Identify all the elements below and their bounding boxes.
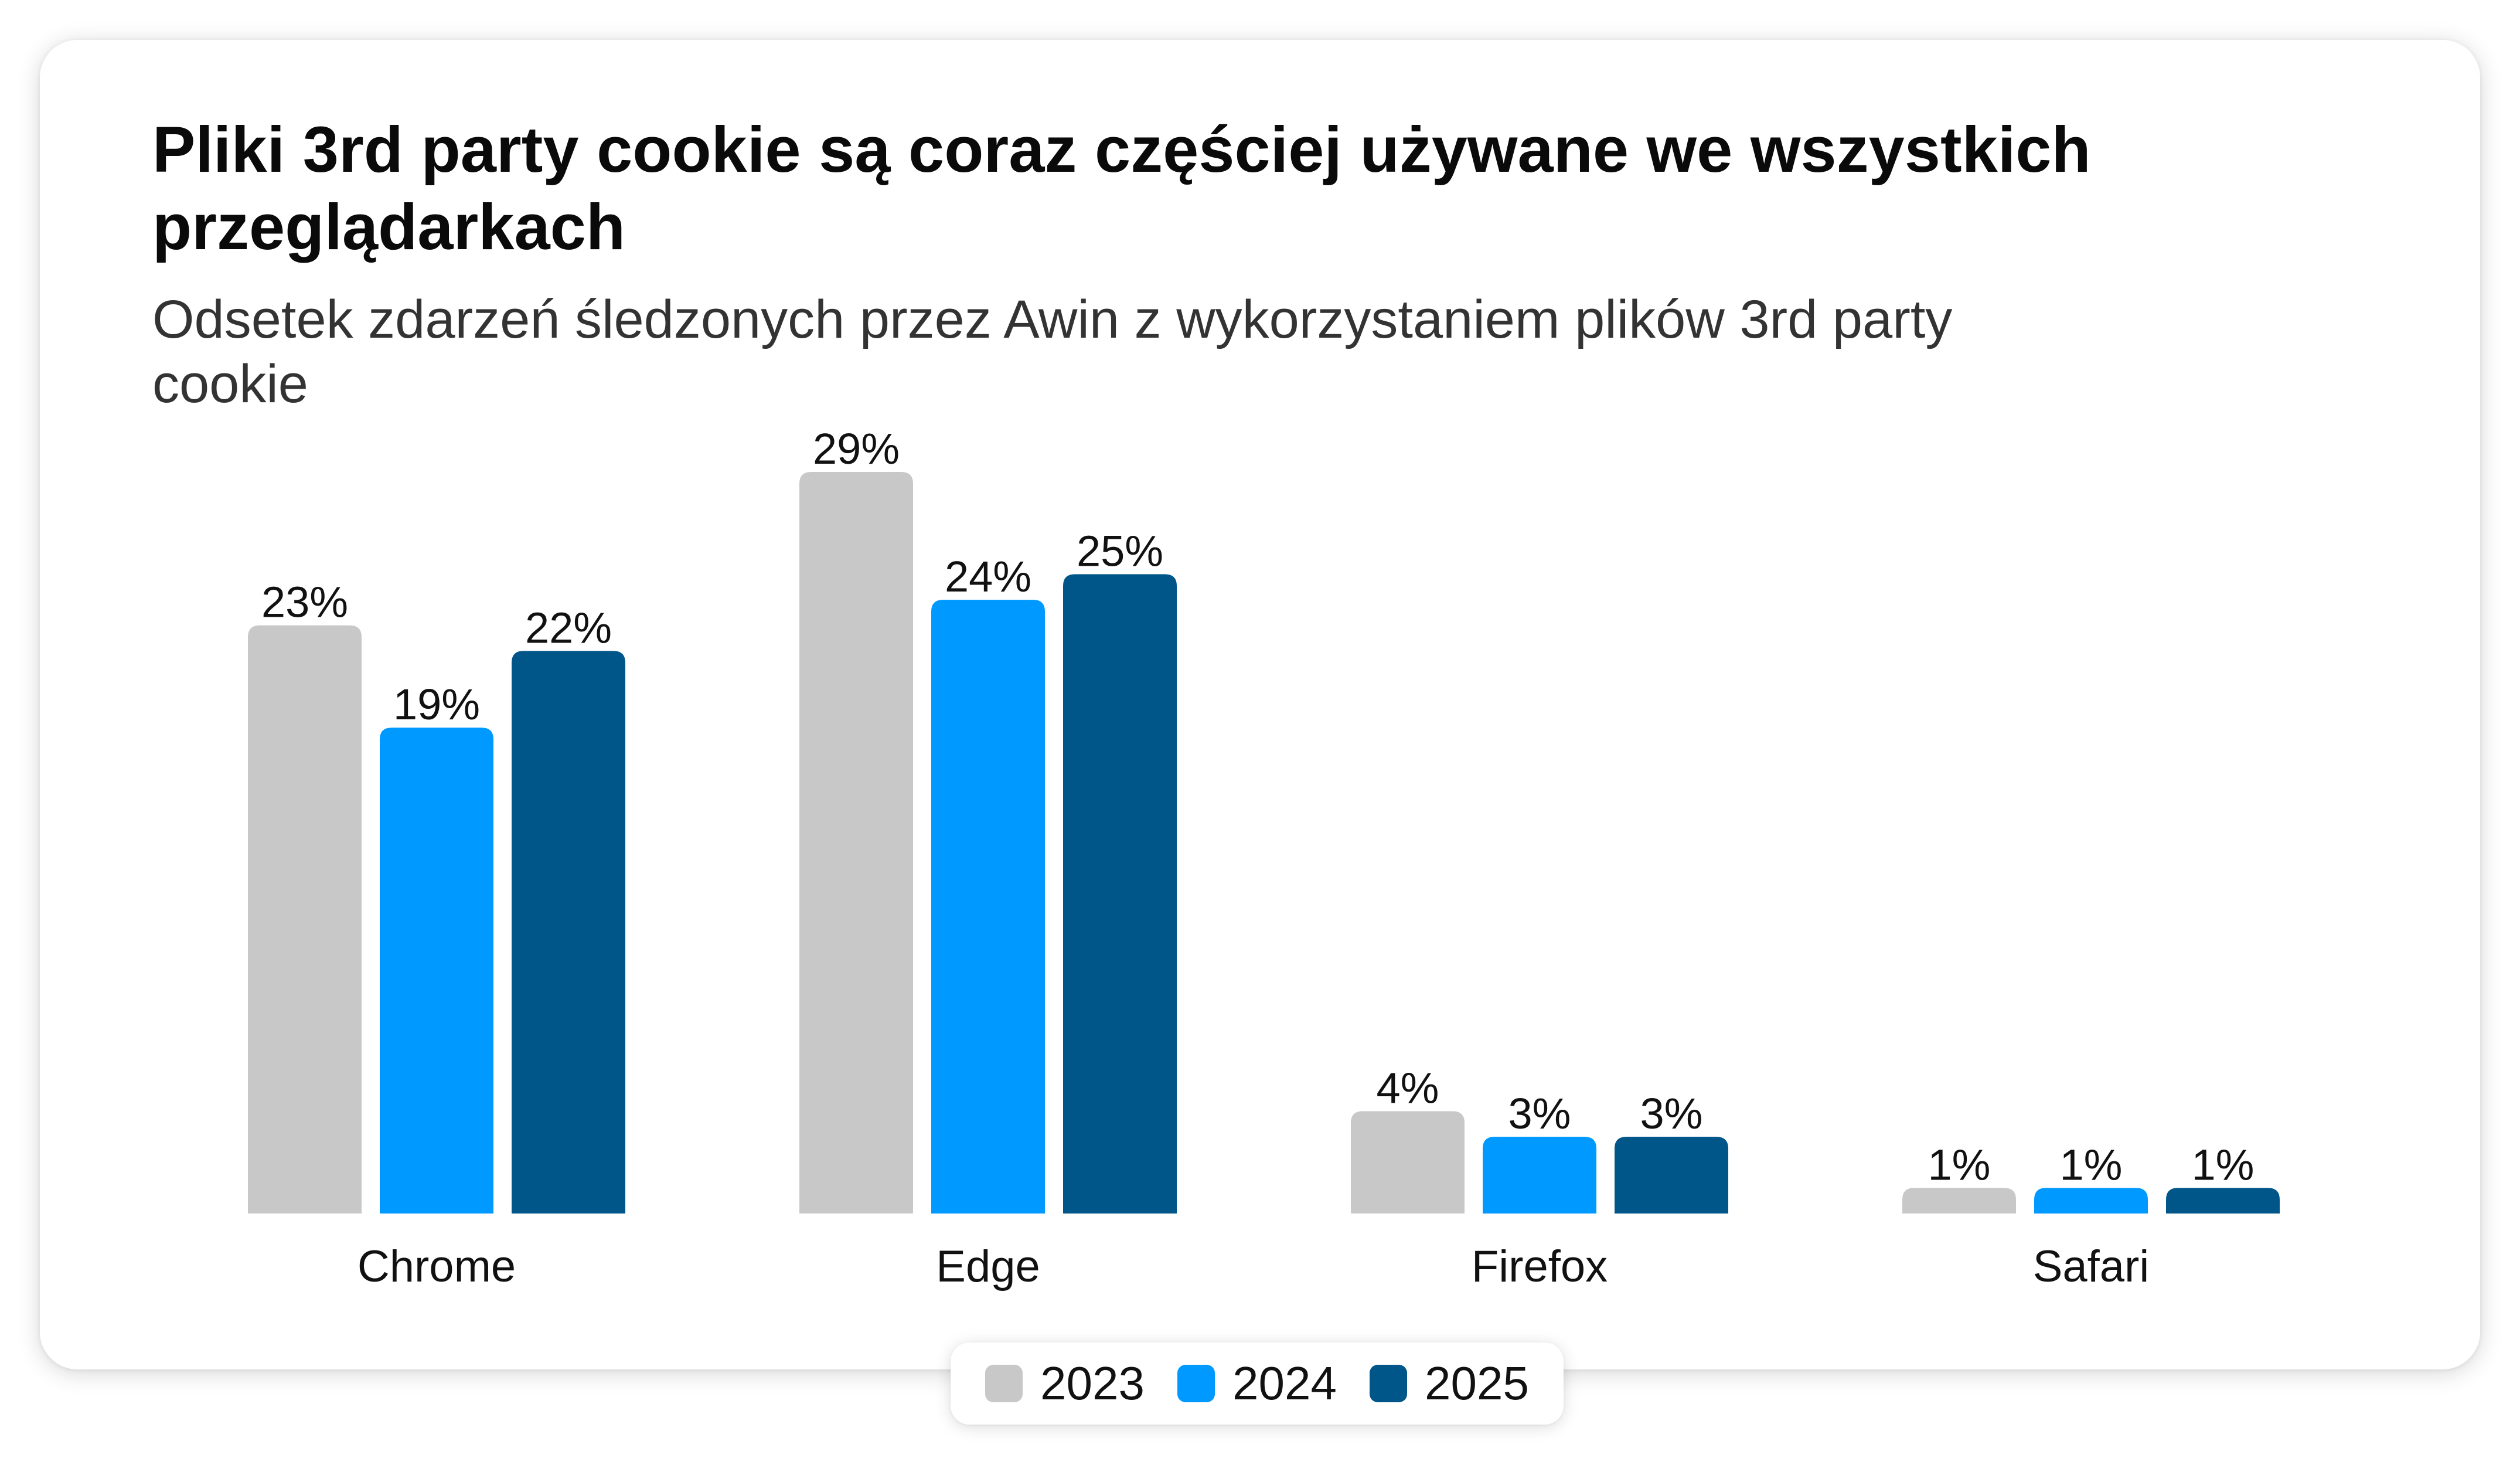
legend-swatch-2023 <box>985 1365 1023 1402</box>
bar-chrome-2025 <box>512 651 625 1214</box>
value-label-firefox-2023: 4% <box>1377 1064 1439 1113</box>
legend-swatch-2025 <box>1369 1365 1407 1402</box>
value-label-edge-2025: 25% <box>1077 526 1163 575</box>
chart-subtitle: Odsetek zdarzeń śledzonych przez Awin z … <box>152 290 1953 414</box>
legend-label-2024: 2024 <box>1232 1357 1337 1409</box>
legend: 2023 2024 2025 <box>951 1342 1564 1425</box>
bar-firefox-2024 <box>1483 1137 1596 1214</box>
value-label-safari-2024: 1% <box>2060 1140 2123 1189</box>
category-label-chrome: Chrome <box>357 1242 516 1291</box>
legend-item-2023[interactable]: 2023 <box>985 1357 1145 1410</box>
category-label-safari: Safari <box>2033 1242 2150 1291</box>
bar-safari-2023 <box>1902 1188 2016 1214</box>
value-label-safari-2025: 1% <box>2192 1140 2255 1189</box>
legend-label-2023: 2023 <box>1040 1357 1145 1409</box>
chart-title: Pliki 3rd party cookie są coraz częściej… <box>152 114 2091 263</box>
value-label-firefox-2024: 3% <box>1508 1089 1571 1138</box>
bar-firefox-2025 <box>1615 1137 1728 1214</box>
value-labels-layer: 23% 19% 22% 29% 24% 25% 4% 3% 3% 1% 1% 1% <box>261 424 2255 1189</box>
bars-layer <box>248 472 2280 1214</box>
category-label-edge: Edge <box>936 1242 1040 1291</box>
legend-swatch-2024 <box>1177 1365 1215 1402</box>
value-label-safari-2023: 1% <box>1928 1140 1991 1189</box>
bar-edge-2024 <box>931 600 1045 1214</box>
legend-label-2025: 2025 <box>1424 1357 1529 1409</box>
value-label-chrome-2024: 19% <box>393 680 480 729</box>
bar-firefox-2023 <box>1351 1111 1465 1214</box>
bar-safari-2025 <box>2166 1188 2280 1214</box>
bar-safari-2024 <box>2034 1188 2148 1214</box>
category-label-firefox: Firefox <box>1472 1242 1608 1291</box>
category-labels-layer: Chrome Edge Firefox Safari <box>357 1242 2149 1291</box>
legend-item-2024[interactable]: 2024 <box>1177 1357 1337 1410</box>
value-label-chrome-2023: 23% <box>261 578 348 627</box>
value-label-chrome-2025: 22% <box>525 603 612 652</box>
value-label-edge-2023: 29% <box>813 424 900 473</box>
bar-chrome-2023 <box>248 625 362 1214</box>
bar-chrome-2024 <box>380 728 493 1214</box>
value-label-firefox-2025: 3% <box>1640 1089 1703 1138</box>
value-label-edge-2024: 24% <box>945 552 1031 601</box>
bar-edge-2023 <box>799 472 913 1214</box>
legend-item-2025[interactable]: 2025 <box>1369 1357 1529 1410</box>
bar-edge-2025 <box>1063 574 1177 1214</box>
